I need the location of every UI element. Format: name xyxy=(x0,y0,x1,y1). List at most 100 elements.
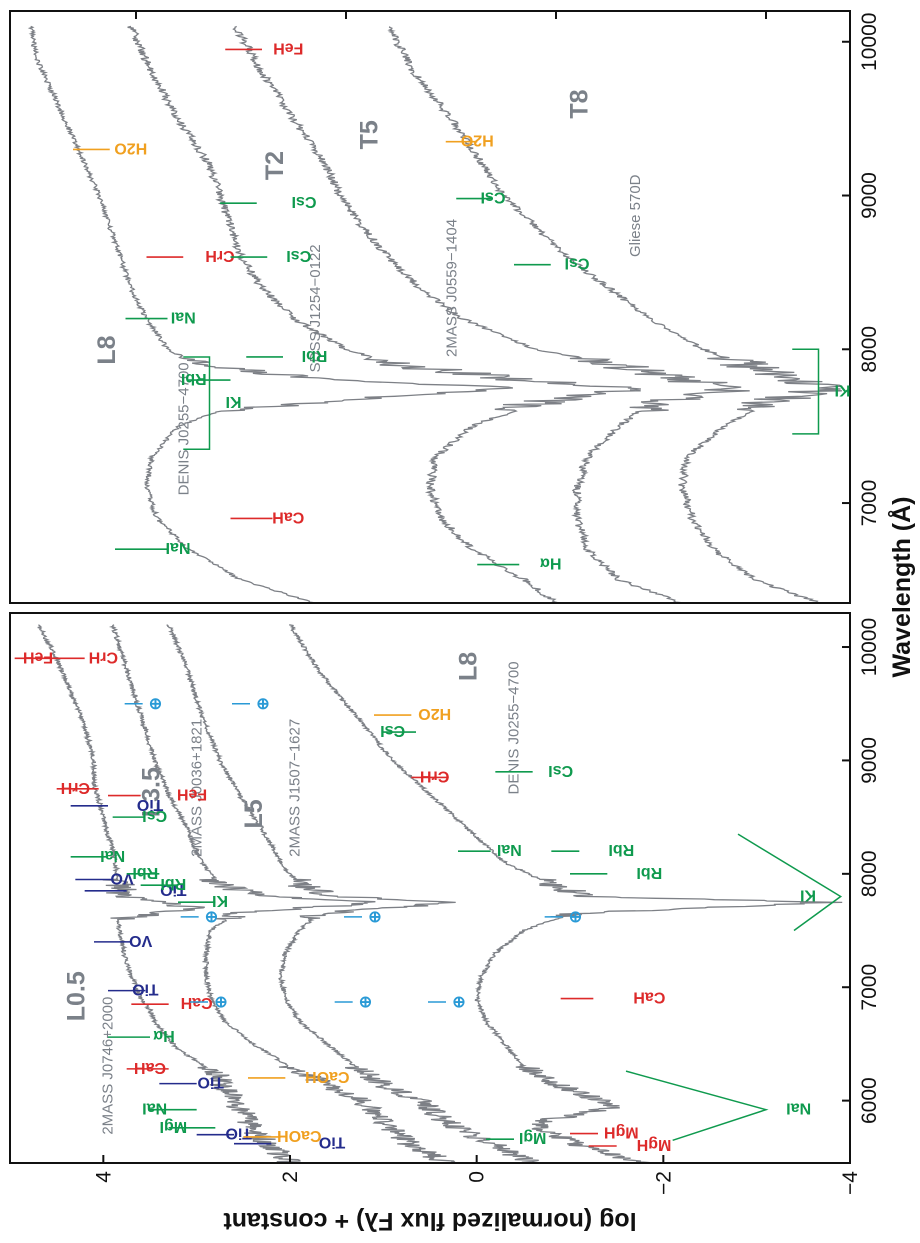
spectrum-l5 xyxy=(166,624,543,1163)
spectrum-l0-5 xyxy=(37,624,301,1163)
line-label: CrH xyxy=(420,767,449,784)
line-label: CaH xyxy=(134,1059,166,1076)
line-label: H2O xyxy=(418,705,451,722)
line-label: NaI xyxy=(171,309,196,326)
x-axis-title: Wavelength (Å) xyxy=(887,496,916,677)
x-tick-label: 7000 xyxy=(858,480,881,527)
line-label: NaI xyxy=(142,1100,167,1117)
y-tick-label: 0 xyxy=(466,1171,489,1183)
spectral-type-label: T8 xyxy=(566,89,594,118)
object-name-label: 2MASS J0746+2000 xyxy=(100,997,117,1135)
line-label: TiO xyxy=(319,1134,345,1151)
telluric-label: ⊕ xyxy=(367,910,384,923)
ki-bracket xyxy=(183,356,211,450)
line-label: TiO xyxy=(225,1125,251,1142)
plot-frame xyxy=(9,10,851,604)
line-label: TiO xyxy=(197,1074,223,1091)
ki-bracket xyxy=(792,348,820,435)
spectrum-t2 xyxy=(127,25,641,603)
spectrum-l3-5 xyxy=(108,624,460,1163)
line-label: RbI xyxy=(160,875,186,892)
line-label: FeH xyxy=(23,648,53,665)
spectrum-t5 xyxy=(232,25,750,603)
line-label: KI xyxy=(226,393,242,410)
line-label: CaOH xyxy=(277,1127,321,1144)
spectral-type-label: L8 xyxy=(455,652,483,681)
line-label: MgH xyxy=(604,1124,639,1141)
telluric-label: ⊕ xyxy=(255,697,272,710)
spectral-type-label: T5 xyxy=(356,120,384,149)
x-tick-label: 10000 xyxy=(858,13,881,71)
telluric-label: ⊕ xyxy=(568,910,585,923)
y-tick-label: −2 xyxy=(652,1171,675,1195)
y-tick-label: −4 xyxy=(839,1171,862,1195)
line-label: RbI xyxy=(181,370,207,387)
line-label: CrH xyxy=(61,779,90,796)
line-label: FeH xyxy=(273,39,303,56)
line-label: VO xyxy=(110,869,133,886)
x-tick-label: 7000 xyxy=(858,964,881,1011)
y-axis-title: log (normalized flux Fλ) + constant xyxy=(223,1207,637,1235)
x-tick-label: 10000 xyxy=(858,618,881,676)
spectrum-l8 xyxy=(289,624,843,1163)
object-name-label: 2MASS J0036+1821 xyxy=(188,719,205,857)
line-label: RbI xyxy=(636,864,662,881)
telluric-label: ⊕ xyxy=(451,995,468,1008)
object-name-label: SDSS J1254−0122 xyxy=(307,244,324,372)
object-name-label: DENIS J0255−4700 xyxy=(506,661,523,794)
line-label: H2O xyxy=(114,139,147,156)
line-label: FeH xyxy=(177,786,207,803)
telluric-label: ⊕ xyxy=(148,697,165,710)
line-label: H2O xyxy=(461,132,494,149)
y-tick-label: 2 xyxy=(279,1171,302,1183)
line-label: RbI xyxy=(132,864,158,881)
line-label: TiO xyxy=(132,981,158,998)
nai-bracket xyxy=(625,1070,769,1142)
line-label: CaH xyxy=(272,508,304,525)
line-label: NaI xyxy=(786,1100,811,1117)
line-label: KI xyxy=(212,892,228,909)
line-label: KI xyxy=(800,887,816,904)
line-label: CsI xyxy=(481,189,506,206)
line-label: MgI xyxy=(519,1129,547,1146)
object-name-label: Gliese 570D xyxy=(627,174,644,257)
line-label: Hα xyxy=(540,555,562,572)
telluric-label: ⊕ xyxy=(204,910,221,923)
spectral-type-label: L5 xyxy=(240,799,268,828)
line-label: CaOH xyxy=(305,1068,349,1085)
line-label: RbI xyxy=(302,347,328,364)
line-label: RbI xyxy=(608,841,634,858)
spectral-type-label: L0.5 xyxy=(63,971,91,1021)
line-label: CsI xyxy=(142,807,167,824)
line-label: Hα xyxy=(153,1027,175,1044)
line-label: TiO xyxy=(137,796,163,813)
line-label: CaH xyxy=(633,989,665,1006)
x-tick-label: 9000 xyxy=(858,172,881,219)
line-label: NaI xyxy=(497,841,522,858)
telluric-label: ⊕ xyxy=(358,995,375,1008)
ki-bracket xyxy=(737,833,843,932)
line-label: VO xyxy=(129,932,152,949)
plot-frame xyxy=(9,612,851,1164)
telluric-label: ⊕ xyxy=(213,995,230,1008)
panel-left: 6000 7000 8000 9000 10000 −4 −2 0 2 4 L0.5 2MASS J0… xyxy=(9,612,881,1195)
line-label: CaH xyxy=(181,994,213,1011)
line-label: CsI xyxy=(380,722,405,739)
object-name-label: 2MASS J1507−1627 xyxy=(286,719,303,857)
spectral-type-label: T2 xyxy=(261,151,289,180)
line-label: MgI xyxy=(160,1118,188,1135)
line-label: NaI xyxy=(166,539,191,556)
line-label: CsI xyxy=(565,255,590,272)
object-name-label: 2MASS J0559−1404 xyxy=(443,219,460,357)
line-label: KI xyxy=(835,382,851,399)
line-label: CrH xyxy=(89,648,118,665)
x-tick-label: 8000 xyxy=(858,850,881,897)
spectral-type-label: L8 xyxy=(93,335,121,364)
line-label: CsI xyxy=(548,762,573,779)
x-tick-label: 8000 xyxy=(858,326,881,373)
line-label: CrH xyxy=(205,247,234,264)
spectrum-t8 xyxy=(387,26,843,603)
